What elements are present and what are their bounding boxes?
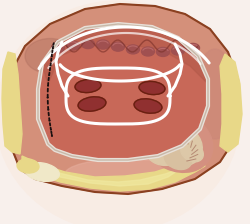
Ellipse shape <box>52 43 64 52</box>
Ellipse shape <box>65 159 185 189</box>
Polygon shape <box>2 52 22 154</box>
Ellipse shape <box>164 149 192 170</box>
Polygon shape <box>5 4 240 194</box>
Polygon shape <box>38 24 208 160</box>
Ellipse shape <box>142 47 154 56</box>
Ellipse shape <box>134 99 162 113</box>
Ellipse shape <box>143 112 213 172</box>
Ellipse shape <box>146 121 202 167</box>
Ellipse shape <box>156 47 170 56</box>
Ellipse shape <box>66 41 80 50</box>
Ellipse shape <box>0 1 240 224</box>
Polygon shape <box>42 24 208 84</box>
Ellipse shape <box>181 142 203 162</box>
Ellipse shape <box>25 39 75 73</box>
Ellipse shape <box>82 40 94 49</box>
Ellipse shape <box>96 40 110 49</box>
Polygon shape <box>22 156 205 191</box>
Ellipse shape <box>17 159 39 173</box>
Ellipse shape <box>195 49 235 139</box>
Ellipse shape <box>75 80 101 93</box>
Polygon shape <box>30 162 180 186</box>
Ellipse shape <box>186 43 200 52</box>
Ellipse shape <box>25 163 59 181</box>
Ellipse shape <box>172 46 184 55</box>
Ellipse shape <box>139 82 165 95</box>
Ellipse shape <box>78 97 106 111</box>
Ellipse shape <box>126 45 140 54</box>
Ellipse shape <box>146 143 178 165</box>
Ellipse shape <box>112 42 124 51</box>
Polygon shape <box>220 54 242 152</box>
